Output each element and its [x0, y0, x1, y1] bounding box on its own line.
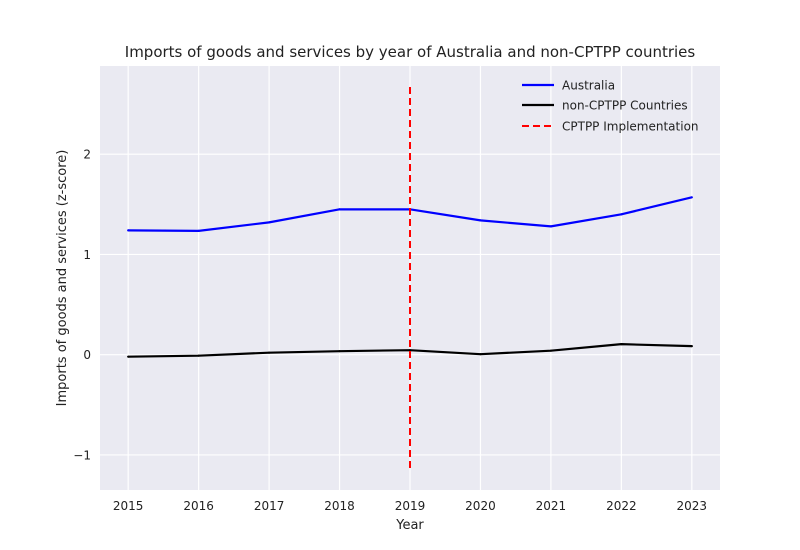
- y-tick-label: −1: [73, 448, 91, 462]
- data-point: [338, 208, 341, 211]
- data-point: [690, 345, 693, 348]
- x-tick-label: 2023: [677, 499, 708, 513]
- y-tick-label: 2: [83, 148, 91, 162]
- legend-label-australia: Australia: [562, 79, 615, 93]
- data-point: [197, 354, 200, 357]
- x-tick-label: 2017: [254, 499, 285, 513]
- data-point: [620, 343, 623, 346]
- x-tick-label: 2015: [113, 499, 144, 513]
- y-tick-label: 0: [83, 348, 91, 362]
- data-point: [127, 355, 130, 358]
- data-point: [408, 349, 412, 352]
- data-point: [549, 349, 553, 352]
- x-tick-label: 2016: [183, 499, 214, 513]
- y-axis-label: Imports of goods and services (z-score): [55, 150, 70, 407]
- x-tick-label: 2021: [536, 499, 567, 513]
- x-tick-label: 2020: [465, 499, 496, 513]
- data-point: [267, 351, 271, 354]
- x-tick-label: 2019: [395, 499, 426, 513]
- chart-title: Imports of goods and services by year of…: [125, 43, 696, 61]
- data-point: [620, 213, 623, 216]
- data-point: [267, 221, 271, 224]
- legend: Australia non-CPTPP Countries CPTPP Impl…: [522, 79, 699, 134]
- data-point: [479, 353, 482, 356]
- tick-labels: 2015 2016 2017 2018 2019 2020 2021 2022 2023 −1 0 1…: [73, 148, 707, 513]
- data-point: [549, 225, 553, 228]
- data-point: [338, 350, 341, 353]
- legend-label-non-cptpp: non-CPTPP Countries: [562, 99, 688, 113]
- data-point: [197, 229, 200, 232]
- x-tick-label: 2018: [324, 499, 355, 513]
- x-axis-label: Year: [395, 518, 424, 533]
- legend-label-cptpp-implementation: CPTPP Implementation: [562, 120, 699, 134]
- data-point: [479, 219, 482, 222]
- x-tick-label: 2022: [606, 499, 637, 513]
- data-point: [127, 229, 130, 232]
- data-point: [690, 196, 693, 199]
- y-tick-label: 1: [83, 248, 91, 262]
- series-layer: [127, 87, 693, 468]
